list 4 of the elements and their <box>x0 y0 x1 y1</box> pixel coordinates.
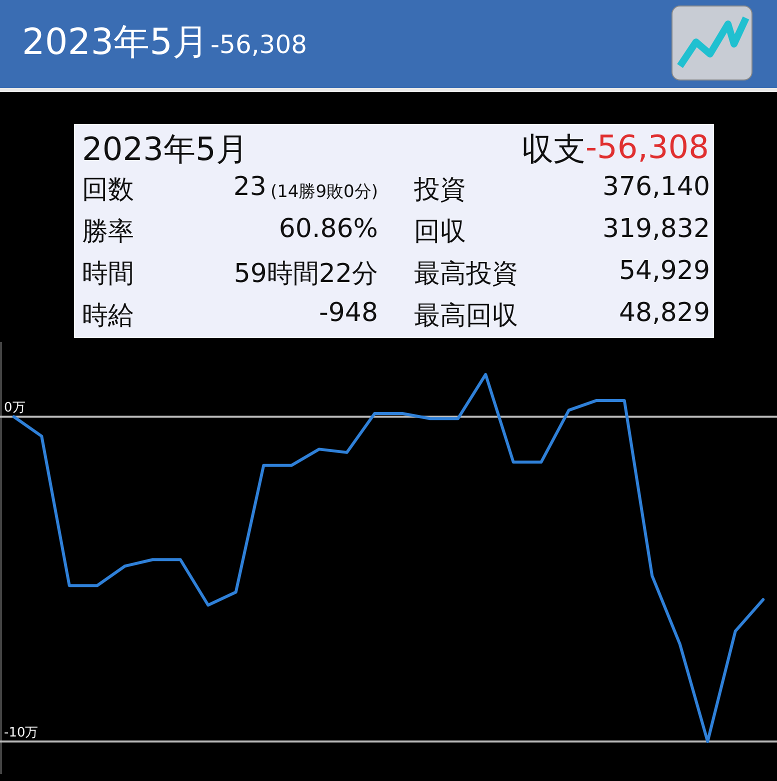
ytick: 0万 <box>4 400 26 416</box>
title: 2023年5月 <box>22 21 209 65</box>
ytick: -10万 <box>4 726 38 741</box>
subtitle: -56,308 <box>210 30 308 59</box>
